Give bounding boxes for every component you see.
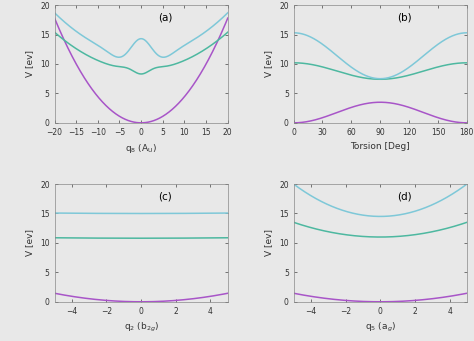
Text: (d): (d) [398,191,412,202]
Y-axis label: V [ev]: V [ev] [264,50,273,77]
Text: (b): (b) [398,12,412,23]
Y-axis label: V [ev]: V [ev] [26,50,35,77]
X-axis label: q$_5$ (a$_g$): q$_5$ (a$_g$) [365,321,396,334]
Text: (c): (c) [158,191,172,202]
X-axis label: Torsion [Deg]: Torsion [Deg] [350,142,410,151]
Text: (a): (a) [158,12,173,23]
Y-axis label: V [ev]: V [ev] [26,229,35,256]
X-axis label: q$_2$ (b$_{2g}$): q$_2$ (b$_{2g}$) [124,321,159,334]
Y-axis label: V [ev]: V [ev] [264,229,273,256]
X-axis label: q$_8$ (A$_\mathrm{U}$): q$_8$ (A$_\mathrm{U}$) [125,142,157,155]
